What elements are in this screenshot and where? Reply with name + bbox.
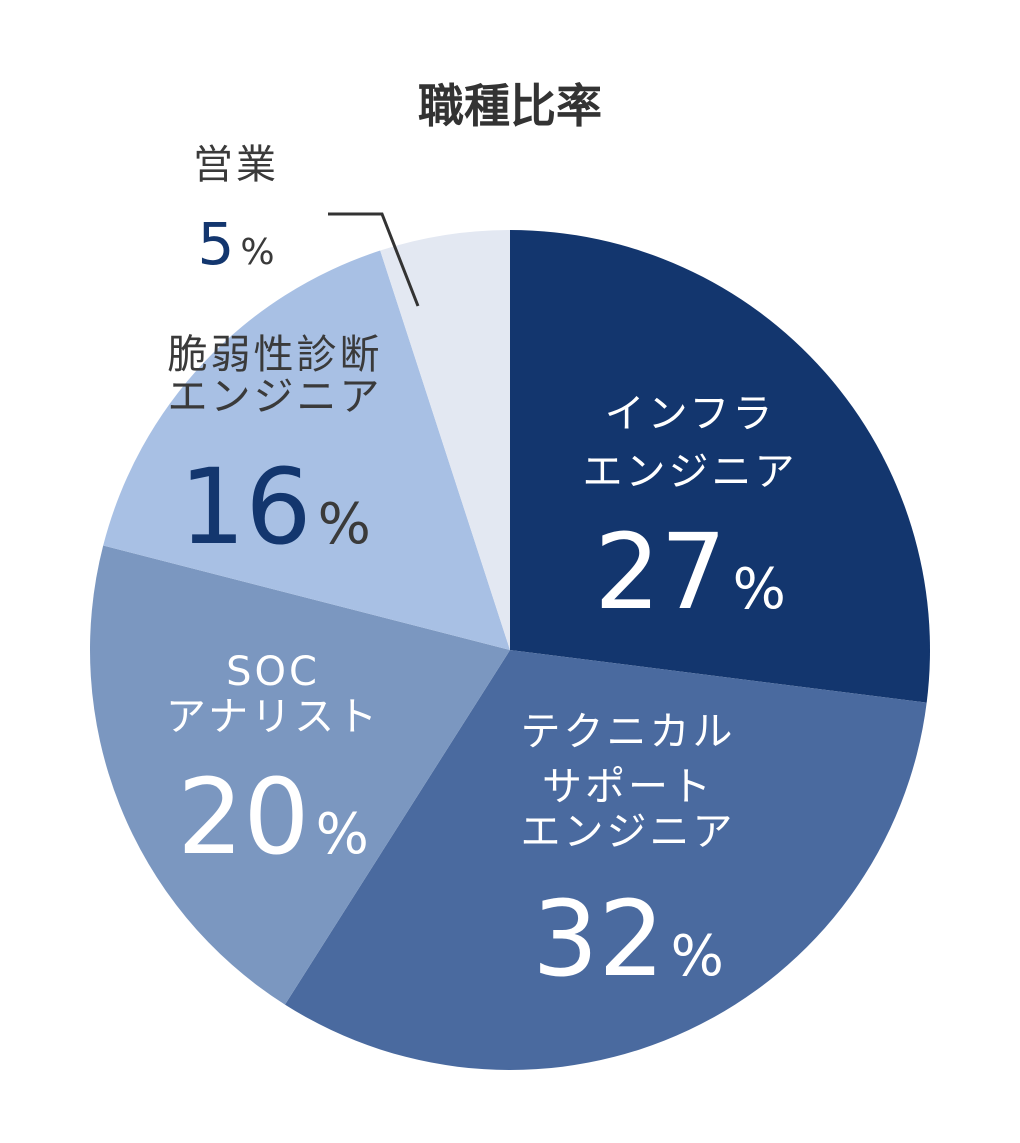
pie-slice-1 [284, 650, 927, 1070]
slice-label-3-line-0: 脆弱性診断 [168, 332, 383, 378]
slice-value-2: 20% [177, 756, 369, 878]
slice-label-0-line-1: エンジニア [583, 449, 798, 495]
slice-label-1-line-0: テクニカル [521, 709, 736, 755]
slice-value-0: 27% [594, 511, 786, 633]
pie-slice-2 [90, 545, 510, 1005]
slice-value-1: 32% [532, 878, 724, 1000]
slice-value-3: 16% [179, 446, 371, 568]
slice-label-4-line-0: 営業 [193, 142, 279, 188]
slice-label-2-line-1: アナリスト [166, 694, 380, 740]
pie-slice-0 [510, 230, 930, 703]
slice-label-0-line-0: インフラ [605, 391, 776, 437]
chart-title: 職種比率 [418, 79, 602, 133]
slice-label-1-line-2: エンジニア [521, 809, 736, 855]
leader-line [328, 212, 420, 307]
slice-label-3-line-1: エンジニア [168, 374, 383, 420]
slice-value-4: 5% [197, 210, 274, 278]
pie-slices [90, 230, 930, 1070]
pie-slice-4 [380, 230, 510, 650]
slice-label-2-line-0: SOC [226, 649, 320, 695]
slice-label-1-line-1: サポート [542, 764, 714, 810]
pie-slice-3 [103, 250, 511, 650]
